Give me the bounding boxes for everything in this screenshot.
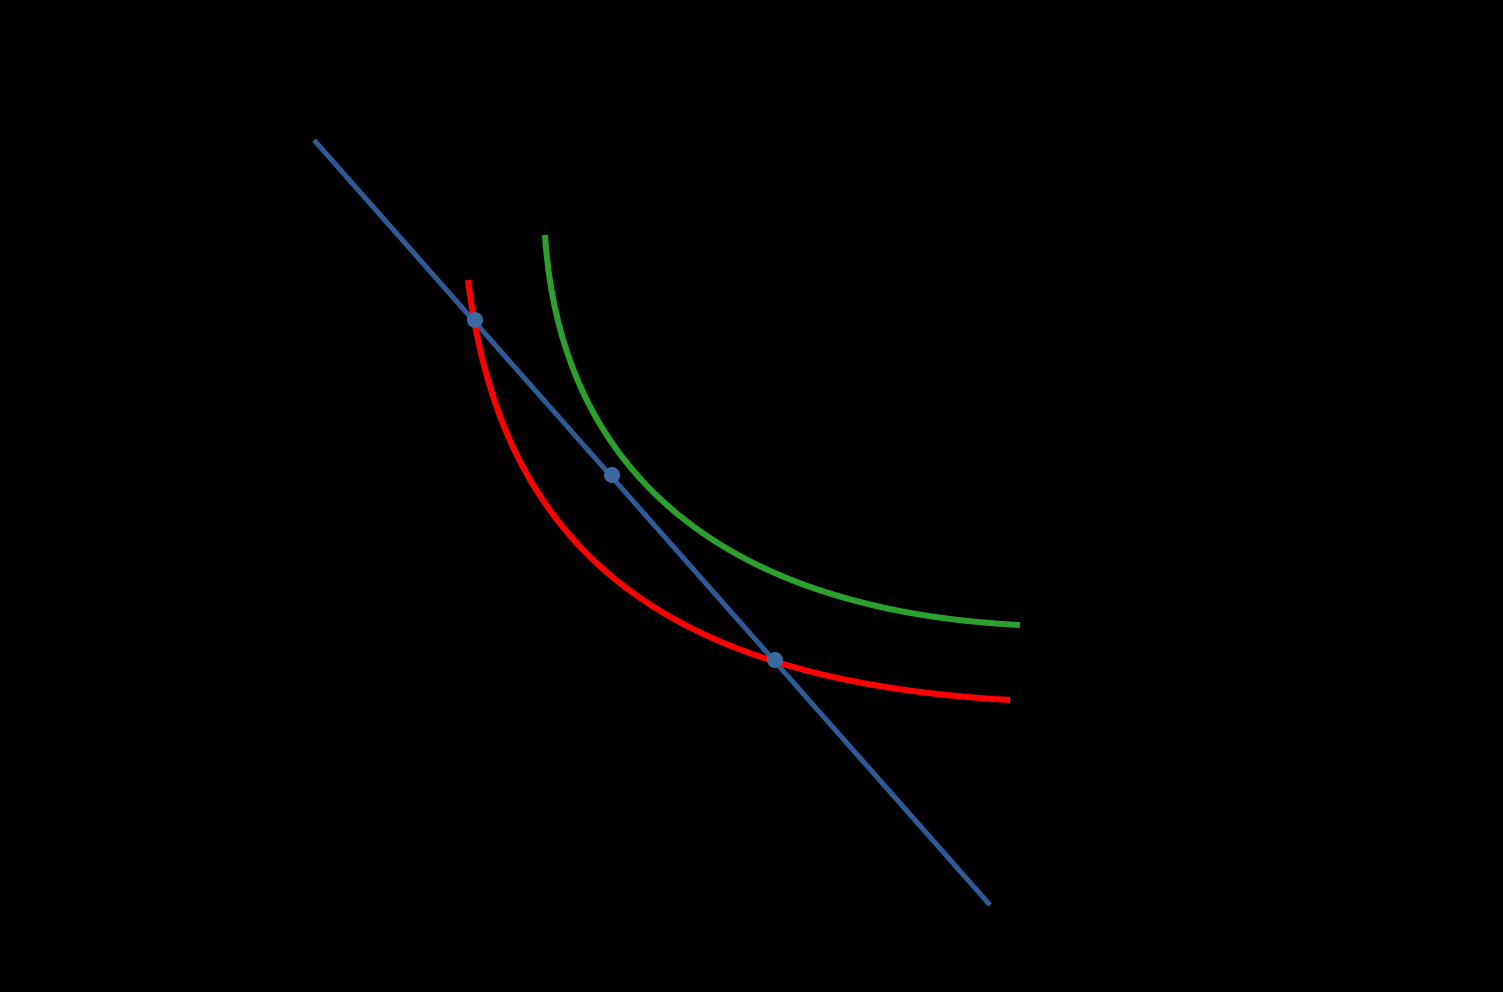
indifference-curve-chart: IC2 IC1 <box>0 0 1503 992</box>
point-tangent-b <box>604 467 620 483</box>
chart-background <box>0 0 1503 992</box>
point-upper-intersection <box>467 312 483 328</box>
point-lower-intersection <box>767 652 783 668</box>
